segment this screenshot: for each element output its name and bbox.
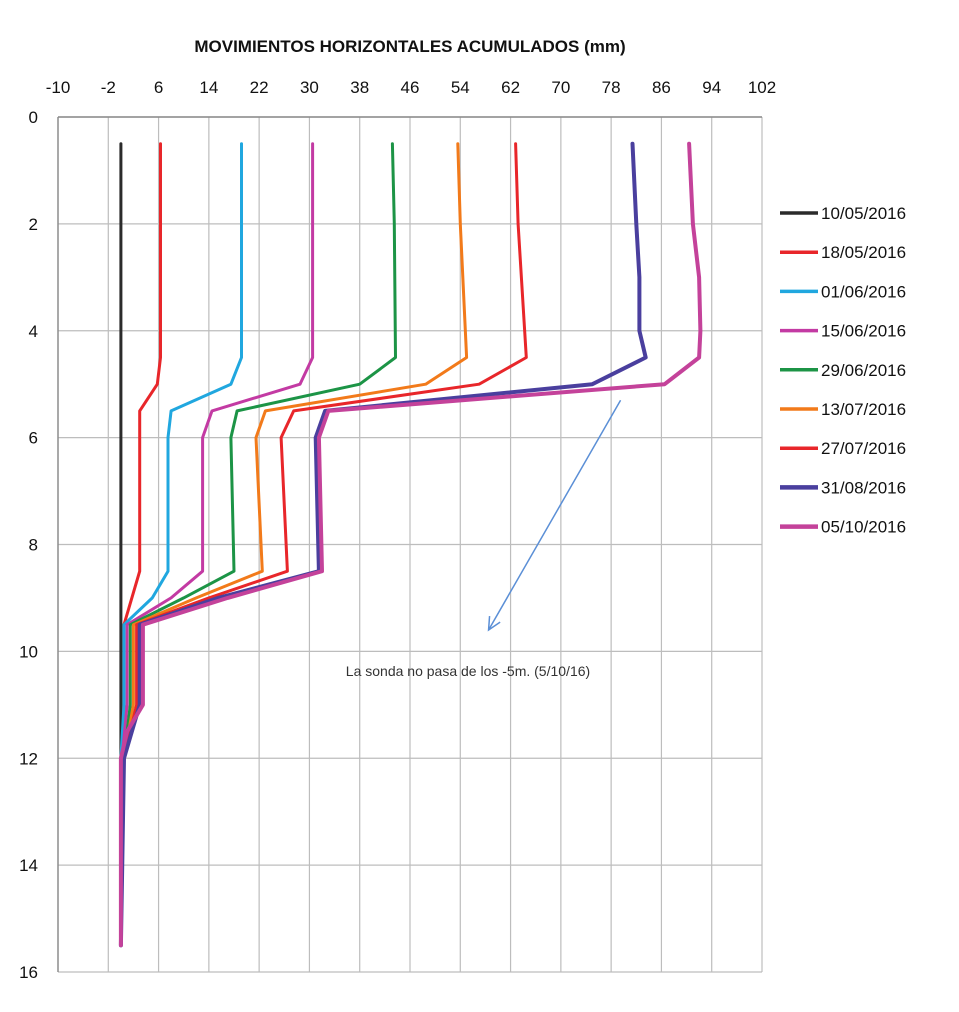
x-tick-label: 62	[501, 78, 520, 97]
y-tick-label: 16	[19, 963, 38, 982]
series-line-7	[119, 142, 528, 947]
legend-label: 10/05/2016	[821, 204, 906, 223]
x-tick-label: 70	[551, 78, 570, 97]
legend-label: 29/06/2016	[821, 361, 906, 380]
x-tick-label: 78	[602, 78, 621, 97]
x-tick-label: 6	[154, 78, 163, 97]
x-tick-label: 38	[350, 78, 369, 97]
series-line-5	[119, 142, 397, 947]
x-tick-label: 46	[401, 78, 420, 97]
y-tick-label: 0	[29, 108, 38, 127]
series-line-4	[119, 142, 315, 947]
legend-label: 31/08/2016	[821, 478, 906, 497]
annotation-arrowhead	[487, 615, 501, 632]
series-line-3	[119, 142, 243, 947]
series-line-6	[119, 142, 469, 947]
legend-label: 01/06/2016	[821, 282, 906, 301]
legend-label: 18/05/2016	[821, 243, 906, 262]
x-tick-label: -2	[101, 78, 116, 97]
annotation-text: La sonda no pasa de los -5m. (5/10/16)	[346, 663, 590, 679]
chart-title: MOVIMIENTOS HORIZONTALES ACUMULADOS (mm)	[194, 37, 625, 56]
x-tick-label: 22	[250, 78, 269, 97]
axes: -10 -2 6 14 22 30 38 46 54 62 70 78 86 94 102024681012…	[19, 78, 776, 982]
annotation: La sonda no pasa de los -5m. (5/10/16)	[346, 399, 622, 679]
y-tick-label: 6	[29, 429, 38, 448]
x-tick-label: 94	[702, 78, 721, 97]
series-line-8	[118, 141, 648, 948]
grid	[57, 116, 763, 973]
x-tick-label: 102	[748, 78, 776, 97]
y-tick-label: 2	[29, 215, 38, 234]
y-tick-label: 12	[19, 749, 38, 768]
x-tick-label: 14	[199, 78, 218, 97]
x-tick-label: 54	[451, 78, 470, 97]
legend-label: 13/07/2016	[821, 400, 906, 419]
legend-label: 05/10/2016	[821, 518, 906, 537]
x-tick-label: -10	[46, 78, 71, 97]
y-tick-label: 10	[19, 642, 38, 661]
y-tick-label: 8	[29, 536, 38, 555]
y-tick-label: 14	[19, 856, 38, 875]
legend: 10/05/2016 18/05/2016 01/06/2016 15/06/2016…	[780, 204, 906, 537]
annotation-arrow	[487, 399, 622, 631]
legend-label: 27/07/2016	[821, 439, 906, 458]
legend-label: 15/06/2016	[821, 322, 906, 341]
x-tick-label: 30	[300, 78, 319, 97]
series-lines	[118, 141, 703, 948]
y-tick-label: 4	[29, 322, 38, 341]
series-line-9	[118, 141, 703, 948]
x-tick-label: 86	[652, 78, 671, 97]
